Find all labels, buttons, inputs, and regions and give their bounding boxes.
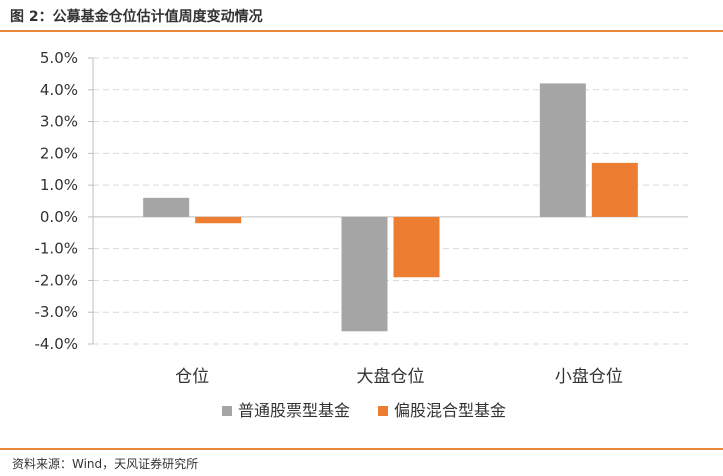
y-tick-labels: 5.0% 4.0% 3.0% 2.0% 1.0% 0.0% -1.0% -2.0% -3.0% -… bbox=[34, 49, 78, 353]
category-label: 仓位 bbox=[175, 367, 209, 387]
y-tick-label: 5.0% bbox=[40, 49, 78, 67]
y-tick-label: 3.0% bbox=[40, 113, 78, 131]
bars bbox=[143, 83, 638, 332]
bar bbox=[341, 216, 388, 332]
bar bbox=[195, 216, 242, 224]
bar bbox=[539, 83, 586, 217]
grid-lines bbox=[93, 57, 688, 345]
axes bbox=[88, 57, 688, 345]
y-tick-label: -4.0% bbox=[34, 335, 78, 353]
bar-chart: 5.0% 4.0% 3.0% 2.0% 1.0% 0.0% -1.0% -2.0% -3.0% -… bbox=[34, 49, 688, 420]
y-tick-label: -2.0% bbox=[34, 271, 78, 289]
category-label: 大盘仓位 bbox=[357, 367, 425, 387]
bar bbox=[143, 197, 190, 217]
y-tick-label: 2.0% bbox=[40, 144, 78, 162]
title-rule bbox=[0, 30, 723, 32]
legend-label: 普通股票型基金 bbox=[238, 401, 350, 420]
category-label: 小盘仓位 bbox=[555, 367, 623, 387]
footer-rule bbox=[0, 448, 723, 450]
y-tick-label: 4.0% bbox=[40, 81, 78, 99]
legend: 普通股票型基金 偏股混合型基金 bbox=[222, 401, 506, 420]
y-tick-label: -1.0% bbox=[34, 240, 78, 258]
legend-swatch bbox=[222, 406, 232, 416]
bar bbox=[591, 162, 638, 217]
figure-title: 图 2：公募基金仓位估计值周度变动情况 bbox=[10, 9, 263, 25]
legend-label: 偏股混合型基金 bbox=[394, 401, 506, 420]
category-labels: 仓位 大盘仓位 小盘仓位 bbox=[175, 367, 623, 387]
bar bbox=[393, 216, 440, 278]
y-tick-label: -3.0% bbox=[34, 303, 78, 321]
legend-swatch bbox=[378, 406, 388, 416]
y-tick-label: 1.0% bbox=[40, 176, 78, 194]
source-note: 资料来源：Wind，天风证券研究所 bbox=[12, 457, 199, 471]
y-tick-label: 0.0% bbox=[40, 208, 78, 226]
